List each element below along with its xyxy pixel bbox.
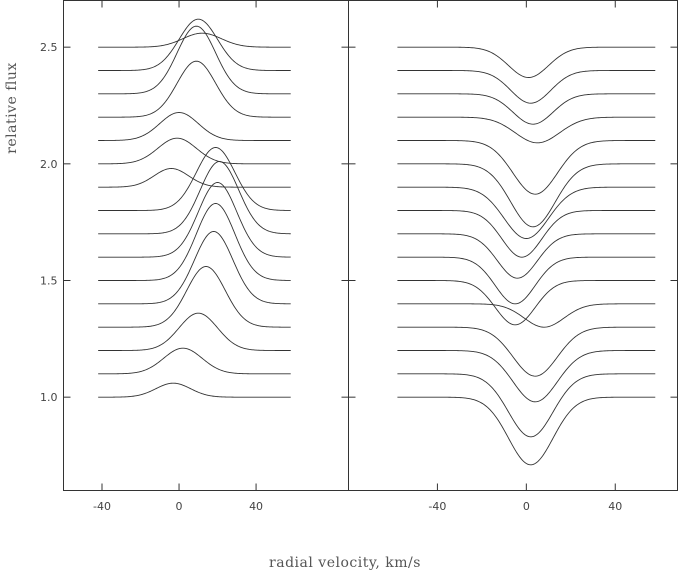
left-profile-line <box>98 147 291 211</box>
right-profile-line <box>397 233 656 279</box>
right-profile-line <box>397 46 656 78</box>
left-x-tick-label: 0 <box>176 500 183 513</box>
right-profile-line <box>397 140 656 195</box>
right-profile-line <box>397 163 656 228</box>
left-x-ticks: -40 0 40 <box>93 0 263 513</box>
left-profile-line <box>98 347 291 375</box>
left-profiles <box>98 18 291 398</box>
right-y-ticks <box>348 46 678 398</box>
left-profile-line <box>98 266 291 328</box>
left-profile-line <box>98 312 291 351</box>
right-profile-line <box>397 210 656 258</box>
right-x-tick-label: 40 <box>608 500 622 513</box>
right-profile-line <box>397 93 656 125</box>
left-profile-line <box>98 231 291 305</box>
left-profile-line <box>98 182 291 258</box>
right-profiles <box>397 46 656 466</box>
left-panel-frame <box>63 0 349 491</box>
left-profile-line <box>98 18 291 71</box>
right-profile-line <box>397 350 656 403</box>
left-x-tick-label: 40 <box>249 500 263 513</box>
right-x-ticks: -40 0 40 <box>428 0 622 513</box>
right-panel: -40 0 40 <box>348 0 678 513</box>
y-tick-label: 1.5 <box>40 275 58 288</box>
left-profile-line <box>98 137 291 165</box>
y-tick-label: 2.0 <box>40 158 58 171</box>
left-profile-line <box>98 203 291 281</box>
left-profile-line <box>98 112 291 141</box>
right-x-tick-label: 0 <box>523 500 530 513</box>
right-profile-line <box>397 70 656 104</box>
y-tick-label: 1.0 <box>40 391 58 404</box>
right-profile-line <box>397 373 656 438</box>
right-x-tick-label: -40 <box>428 500 446 513</box>
x-axis-label: radial velocity, km/s <box>269 555 421 571</box>
left-profile-line <box>98 382 291 398</box>
right-profile-line <box>397 116 656 144</box>
y-tick-label: 2.5 <box>40 41 58 54</box>
left-profile-line <box>98 161 291 235</box>
right-profile-line <box>397 303 656 328</box>
left-profile-line <box>98 25 291 95</box>
y-axis-label: relative flux <box>4 62 20 154</box>
right-profile-line <box>397 326 656 377</box>
left-panel: 1.0 1.5 2.0 2.5 -40 0 40 <box>40 0 349 513</box>
right-profile-line <box>397 280 656 326</box>
left-profile-line <box>98 32 291 48</box>
left-y-ticks: 1.0 1.5 2.0 2.5 <box>40 41 349 404</box>
right-profile-line <box>397 256 656 305</box>
right-profile-line <box>397 186 656 239</box>
left-profile-line <box>98 168 291 188</box>
right-panel-frame <box>348 0 678 491</box>
left-x-tick-label: -40 <box>93 500 111 513</box>
right-profile-line <box>397 396 656 466</box>
left-profile-line <box>98 60 291 118</box>
